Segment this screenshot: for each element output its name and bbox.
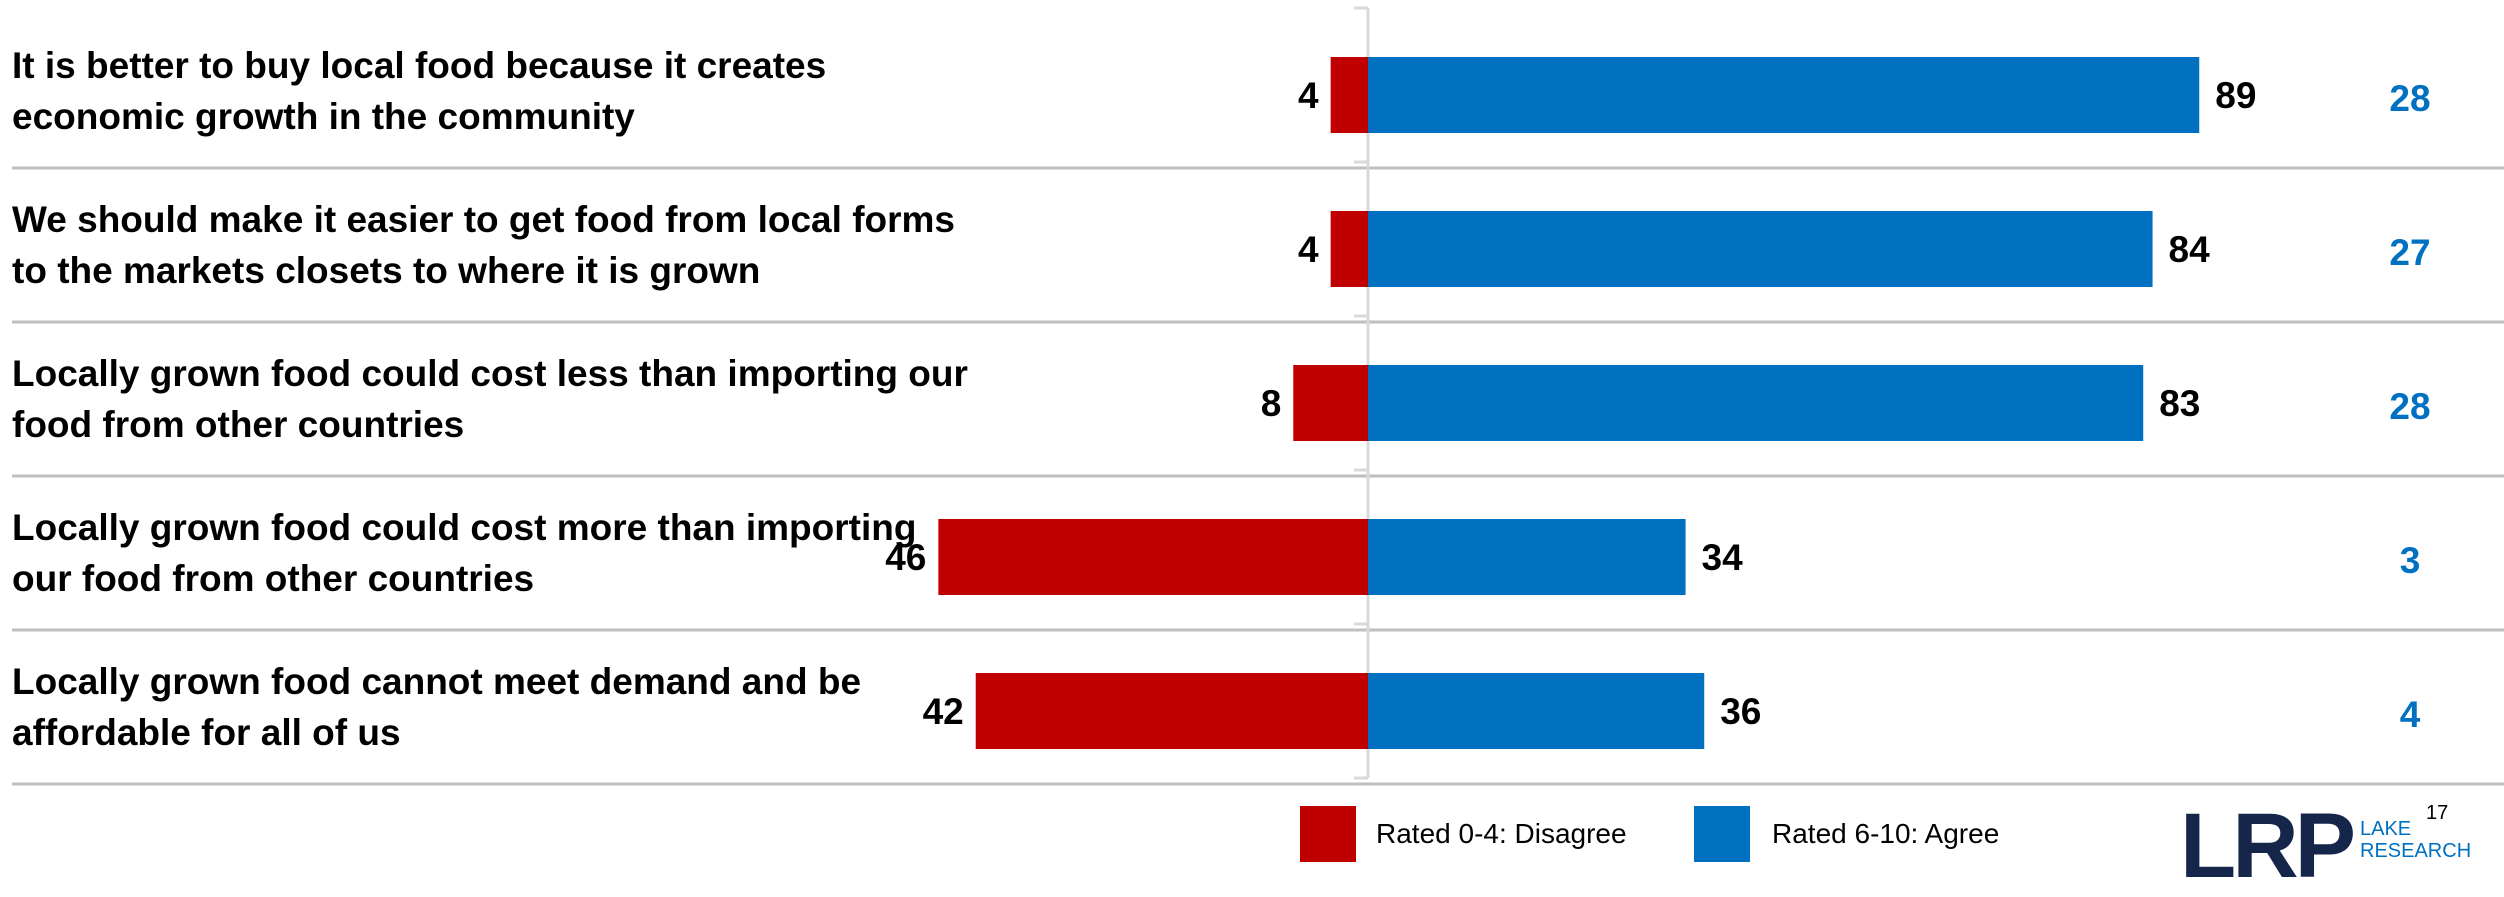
statement-label: Locally grown food could cost less than … bbox=[12, 348, 972, 450]
data-label-disagree: 46 bbox=[885, 537, 926, 578]
statement-line: to the markets closets to where it is gr… bbox=[12, 250, 761, 291]
bar-disagree bbox=[1293, 365, 1368, 441]
bar-disagree bbox=[975, 673, 1368, 749]
statement-label: Locally grown food cannot meet demand an… bbox=[12, 656, 972, 758]
statement-label: We should make it easier to get food fro… bbox=[12, 194, 972, 296]
right-column-value: 4 bbox=[2400, 694, 2421, 735]
statement-line: food from other countries bbox=[12, 404, 465, 445]
data-label-agree: 84 bbox=[2169, 229, 2211, 270]
statement-line: our food from other countries bbox=[12, 558, 535, 599]
statement-line: Locally grown food could cost less than … bbox=[12, 353, 968, 394]
logo-mark: LRP bbox=[2180, 795, 2356, 897]
data-label-agree: 89 bbox=[2215, 75, 2256, 116]
right-column-value: 28 bbox=[2389, 78, 2430, 119]
bar-agree bbox=[1368, 673, 1705, 749]
page-number: 17 bbox=[2426, 802, 2449, 824]
statement-label: It is better to buy local food because i… bbox=[12, 40, 972, 142]
statement-line: economic growth in the community bbox=[12, 96, 635, 137]
data-label-disagree: 4 bbox=[1298, 75, 1319, 116]
statement-line: Locally grown food cannot meet demand an… bbox=[12, 661, 862, 702]
data-label-disagree: 8 bbox=[1261, 383, 1282, 424]
bar-agree bbox=[1368, 519, 1686, 595]
bar-agree bbox=[1368, 211, 2153, 287]
statement-label: Locally grown food could cost more than … bbox=[12, 502, 972, 604]
legend-label-disagree: Rated 0-4: Disagree bbox=[1376, 818, 1627, 849]
statement-line: We should make it easier to get food fro… bbox=[12, 199, 955, 240]
legend-label-agree: Rated 6-10: Agree bbox=[1772, 818, 2000, 849]
logo-text: LAKE RESEARCH bbox=[2360, 818, 2471, 862]
right-column-value: 3 bbox=[2400, 540, 2421, 581]
statement-line: affordable for all of us bbox=[12, 712, 401, 753]
legend-swatch-disagree bbox=[1300, 806, 1356, 862]
bar-disagree bbox=[1330, 57, 1368, 133]
data-label-agree: 36 bbox=[1720, 691, 1761, 732]
bar-disagree bbox=[1330, 211, 1368, 287]
data-label-agree: 83 bbox=[2159, 383, 2200, 424]
data-label-disagree: 42 bbox=[923, 691, 964, 732]
legend-swatch-agree bbox=[1694, 806, 1750, 862]
logo-text-line2: RESEARCH bbox=[2360, 840, 2472, 862]
data-label-disagree: 4 bbox=[1298, 229, 1319, 270]
data-label-agree: 34 bbox=[1702, 537, 1744, 578]
right-column-value: 27 bbox=[2389, 232, 2430, 273]
bar-agree bbox=[1368, 57, 2200, 133]
logo-text-line1: LAKE bbox=[2360, 818, 2412, 840]
bar-disagree bbox=[938, 519, 1368, 595]
right-column-value: 28 bbox=[2389, 386, 2430, 427]
statement-line: It is better to buy local food because i… bbox=[12, 45, 827, 86]
bar-agree bbox=[1368, 365, 2144, 441]
statement-line: Locally grown food could cost more than … bbox=[12, 507, 917, 548]
diverging-bar-chart: 4 89 28 4 84 27 8 83 28 46 34 3 42 36 4 bbox=[12, 6, 2504, 786]
